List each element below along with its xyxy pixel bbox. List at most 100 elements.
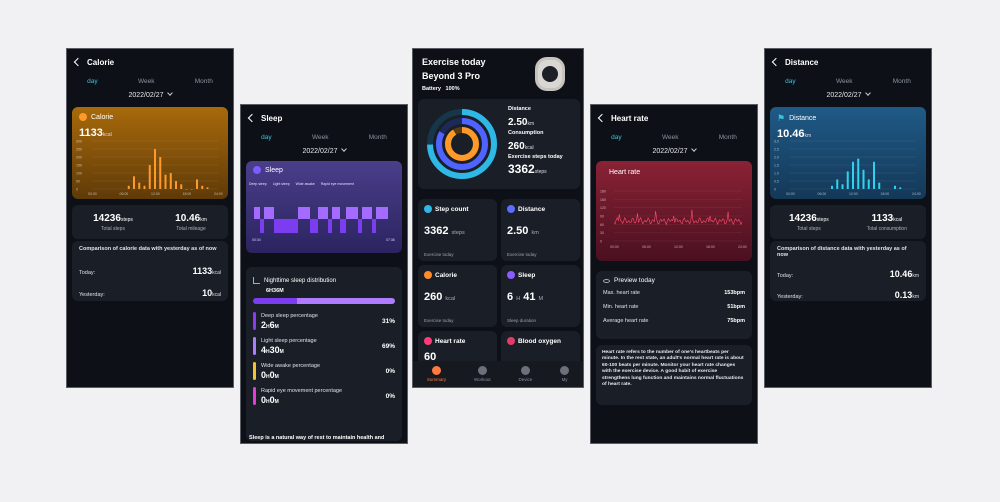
distance-card[interactable]: Distance 2.50 km Exercise today: [501, 199, 580, 261]
sleep-hypnogram: 00:34 07:36: [252, 207, 395, 242]
back-icon[interactable]: [771, 57, 781, 67]
total-consumption-stat: 1133kcal Total consumption: [867, 213, 907, 232]
nav-workout[interactable]: Workout: [474, 366, 491, 382]
x-tick-label: 06:00: [818, 192, 827, 196]
page-title: Distance: [785, 57, 819, 67]
heart-stat-row: Average heart rate 75bpm: [603, 318, 745, 324]
tab-month[interactable]: Month: [194, 77, 213, 85]
tab-day[interactable]: day: [87, 77, 98, 85]
chart-bar: [133, 176, 135, 189]
tab-day[interactable]: day: [261, 133, 272, 141]
chart-bar: [180, 184, 183, 189]
chart-bar: [836, 179, 839, 189]
chart-bar: [894, 185, 896, 189]
nav-summary[interactable]: Summary: [427, 366, 446, 382]
tab-day[interactable]: day: [611, 133, 622, 141]
eye-icon: [603, 278, 610, 283]
tab-week[interactable]: Week: [835, 77, 853, 85]
stat-label: Total consumption: [866, 225, 907, 232]
back-icon[interactable]: [73, 57, 83, 67]
heart-stat-row: Min. heart rate 51bpm: [603, 304, 745, 310]
stage-label: Rapid eye movement percentage: [261, 387, 343, 394]
moon-icon: [253, 166, 261, 174]
y-tick-label: 1.0: [774, 172, 779, 176]
moon-icon: [507, 271, 515, 279]
date-picker[interactable]: 2022/02/27: [591, 146, 757, 155]
chevron-down-icon: [340, 146, 347, 152]
y-tick-label: 3.0: [774, 140, 779, 144]
nav-device[interactable]: Device: [518, 366, 532, 382]
tab-day[interactable]: day: [785, 77, 796, 85]
calorie-header: Calorie: [67, 49, 233, 75]
period-tabs: day Week Month: [241, 131, 407, 143]
back-icon[interactable]: [247, 113, 257, 123]
chart-bar: [190, 189, 193, 190]
calorie-card[interactable]: Calorie 260 kcal Exercise today: [418, 265, 497, 327]
total-steps-stat: 14236steps Total steps: [789, 213, 829, 232]
tab-week[interactable]: Week: [311, 133, 329, 141]
stat-unit: kcal: [893, 216, 903, 223]
total-steps-stat: 14236steps Total steps: [93, 213, 133, 232]
sleep-stage-row: Rapid eye movement percentage 0H0M 0%: [253, 387, 395, 405]
date-picker[interactable]: 2022/02/27: [765, 90, 931, 99]
y-tick-label: 2.0: [774, 156, 779, 160]
chart-bar: [831, 185, 833, 189]
period-tabs: day Week Month: [765, 75, 931, 87]
stage-percent: 69%: [381, 342, 395, 350]
sleep-chart-card: Sleep Deep sleep Light sleep Wide awake …: [246, 161, 402, 253]
y-tick-label: 90: [600, 215, 604, 219]
nav-my[interactable]: My: [560, 366, 570, 382]
time-end: 07:36: [386, 238, 395, 242]
page-title: Heart rate: [611, 113, 649, 123]
today-unit: kcal: [212, 270, 221, 276]
heart-info-text: Heart rate refers to the number of one's…: [602, 350, 744, 387]
page-title: Sleep: [261, 113, 283, 123]
legend-awake: Wide awake: [295, 182, 315, 186]
y-tick-label: 2.5: [774, 148, 779, 152]
sleep-header: Sleep: [241, 105, 407, 131]
chart-bar: [154, 149, 156, 189]
heart-chart-card: Heart rate 180 160 120 90 60 30 0 00:00 06:00 12:…: [596, 161, 752, 261]
date-picker[interactable]: 2022/02/27: [241, 146, 407, 155]
sleep-distribution-card: Nighttime sleep distribution 6H36M Deep …: [246, 267, 402, 441]
calorie-chart-card: Calorie 1133kcal 300 250 200 150 100 50 0 00:00…: [72, 107, 228, 199]
yesterday-unit: kcal: [212, 292, 221, 298]
y-tick-label: 200: [76, 156, 82, 160]
x-tick-label: 12:00: [151, 192, 160, 196]
ring-distance: Distance 2.50km: [508, 106, 535, 128]
back-icon[interactable]: [597, 113, 607, 123]
chart-bar: [899, 187, 902, 189]
workout-icon: [477, 366, 487, 375]
x-tick-label: 18:00: [183, 192, 192, 196]
ring-consumption: Consumption 260kcal: [508, 130, 544, 152]
tab-month[interactable]: Month: [892, 77, 911, 85]
flame-icon: [79, 113, 87, 121]
y-tick-label: 1.5: [774, 164, 779, 168]
date-label: 2022/02/27: [652, 148, 688, 155]
tab-month[interactable]: Month: [368, 133, 387, 141]
x-tick-label: 06:00: [642, 245, 651, 249]
legend-deep: Deep sleep: [249, 182, 267, 186]
y-tick-label: 300: [76, 140, 82, 144]
watch-small-icon: [520, 366, 530, 375]
step-count-card[interactable]: Step count 3362 steps Exercise today: [418, 199, 497, 261]
stat-label: Total steps: [796, 225, 821, 232]
tab-week[interactable]: Week: [137, 77, 155, 85]
y-tick-label: 0.5: [774, 180, 779, 184]
stats-card: 14236steps Total steps 10.46km Total milea…: [72, 205, 228, 239]
tab-month[interactable]: Month: [718, 133, 737, 141]
ring-steps: Exercise steps today 3362steps: [508, 154, 563, 176]
today-value: 10.46: [889, 269, 913, 279]
date-picker[interactable]: 2022/02/27: [67, 90, 233, 99]
chart-bar: [148, 165, 151, 189]
stat-value: 14236: [788, 212, 817, 224]
stage-label: Light sleep percentage: [261, 337, 317, 344]
tab-week[interactable]: Week: [661, 133, 679, 141]
x-tick-label: 18:00: [881, 192, 890, 196]
card-title: Distance: [789, 115, 817, 122]
drop-icon: [507, 337, 515, 345]
sleep-card[interactable]: Sleep 6 H 41 M Sleep duration: [501, 265, 580, 327]
preview-title: Preview today: [614, 277, 655, 284]
stage-color-bar: [253, 362, 256, 380]
y-tick-label: 60: [600, 223, 604, 227]
